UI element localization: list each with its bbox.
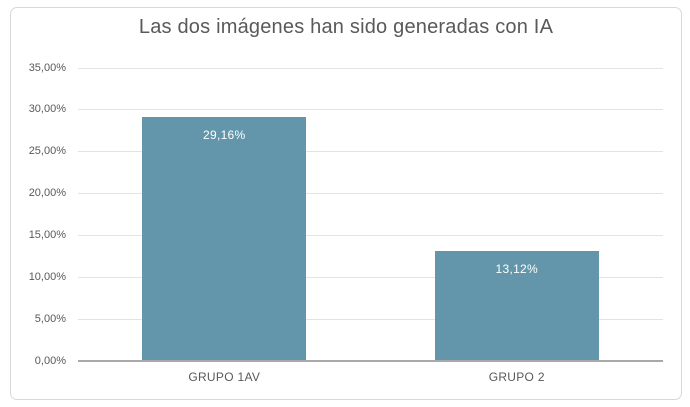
data-label: 29,16% bbox=[203, 127, 246, 142]
chart-title: Las dos imágenes han sido generadas con … bbox=[138, 16, 554, 38]
x-axis-line bbox=[78, 360, 663, 362]
gridline bbox=[78, 109, 663, 111]
y-axis-tick-label: 30,00% bbox=[28, 103, 66, 116]
gridline bbox=[78, 151, 663, 153]
gridline bbox=[78, 318, 663, 320]
gridline bbox=[78, 67, 663, 69]
gridline bbox=[78, 276, 663, 278]
y-axis-tick-label: 15,00% bbox=[28, 228, 66, 241]
category-label: GRUPO 2 bbox=[488, 370, 545, 384]
y-axis-tick-label: 35,00% bbox=[28, 61, 66, 74]
y-axis-tick-label: 10,00% bbox=[28, 270, 66, 283]
data-label: 13,12% bbox=[495, 262, 538, 277]
bar-grupo-2 bbox=[434, 251, 599, 360]
bar-grupo-1av bbox=[142, 116, 307, 360]
gridline bbox=[78, 234, 663, 236]
y-axis-tick-label: 5,00% bbox=[34, 312, 66, 325]
y-axis-tick-label: 0,00% bbox=[34, 354, 66, 367]
y-axis-tick-label: 25,00% bbox=[28, 145, 66, 158]
y-axis-tick-label: 20,00% bbox=[28, 187, 66, 200]
gridline bbox=[78, 193, 663, 195]
category-label: GRUPO 1AV bbox=[188, 370, 261, 384]
